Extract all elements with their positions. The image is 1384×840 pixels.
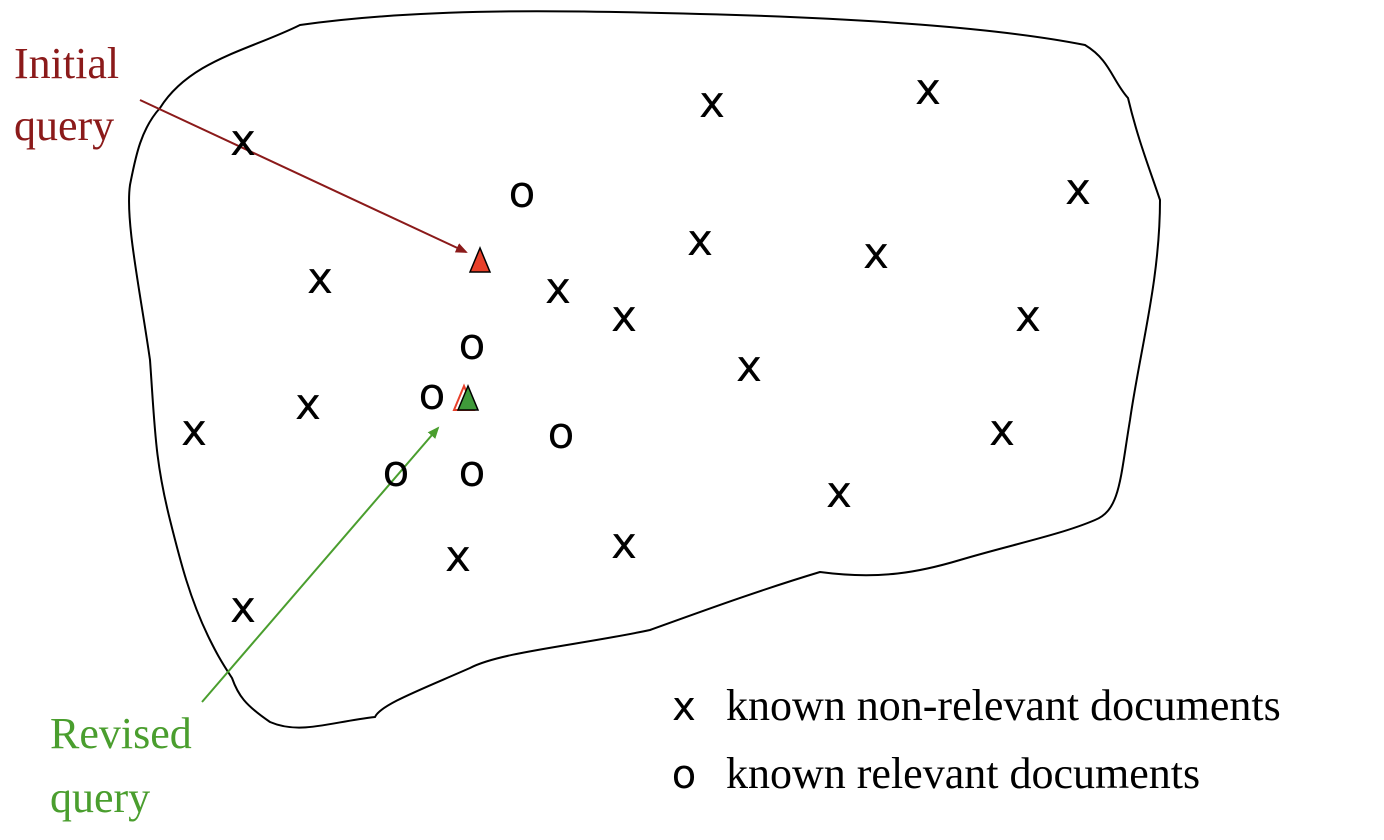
relevant-doc-mark: o xyxy=(459,319,486,370)
non-relevant-doc-mark: x xyxy=(181,405,207,456)
legend-non-relevant-text: known non-relevant documents xyxy=(726,681,1281,730)
non-relevant-doc-mark: x xyxy=(915,64,941,115)
non-relevant-doc-mark: x xyxy=(699,77,725,128)
non-relevant-doc-mark: x xyxy=(687,215,713,266)
non-relevant-doc-mark: x xyxy=(826,467,852,518)
non-relevant-doc-mark: x xyxy=(611,518,637,569)
initial-query-arrow xyxy=(139,99,468,253)
relevant-doc-mark: o xyxy=(383,446,410,497)
relevant-doc-mark: o xyxy=(548,408,575,459)
non-relevant-doc-mark: x xyxy=(295,379,321,430)
non-relevant-doc-mark: x xyxy=(230,582,256,633)
relevant-doc-mark: o xyxy=(459,446,486,497)
non-relevant-doc-mark: x xyxy=(736,341,762,392)
non-relevant-doc-mark: x xyxy=(445,531,471,582)
initial-query-marker xyxy=(468,246,492,273)
non-relevant-doc-mark: x xyxy=(1015,291,1041,342)
legend: x known non-relevant documents o known r… xyxy=(672,681,1281,798)
revised-query-marker xyxy=(456,384,480,411)
non-relevant-doc-mark: x xyxy=(545,263,571,314)
legend-non-relevant-symbol: x xyxy=(672,684,696,730)
relevant-doc-mark: o xyxy=(419,369,446,420)
revised-query-label-line1: Revised xyxy=(50,709,192,758)
initial-query-label-line1: Initial xyxy=(14,39,119,88)
non-relevant-doc-mark: x xyxy=(1065,164,1091,215)
revised-query-arrow xyxy=(201,426,440,703)
non-relevant-doc-mark: x xyxy=(863,228,889,279)
legend-relevant-symbol: o xyxy=(672,752,696,798)
relevant-doc-mark: o xyxy=(509,167,536,218)
revised-query-label-line2: query xyxy=(50,773,150,822)
non-relevant-doc-mark: x xyxy=(307,253,333,304)
non-relevant-doc-mark: x xyxy=(989,405,1015,456)
non-relevant-doc-mark: x xyxy=(230,115,256,166)
document-space-boundary xyxy=(128,10,1162,729)
non-relevant-doc-mark: x xyxy=(611,291,637,342)
legend-relevant-text: known relevant documents xyxy=(726,749,1200,798)
initial-query-label-line2: query xyxy=(14,101,114,150)
